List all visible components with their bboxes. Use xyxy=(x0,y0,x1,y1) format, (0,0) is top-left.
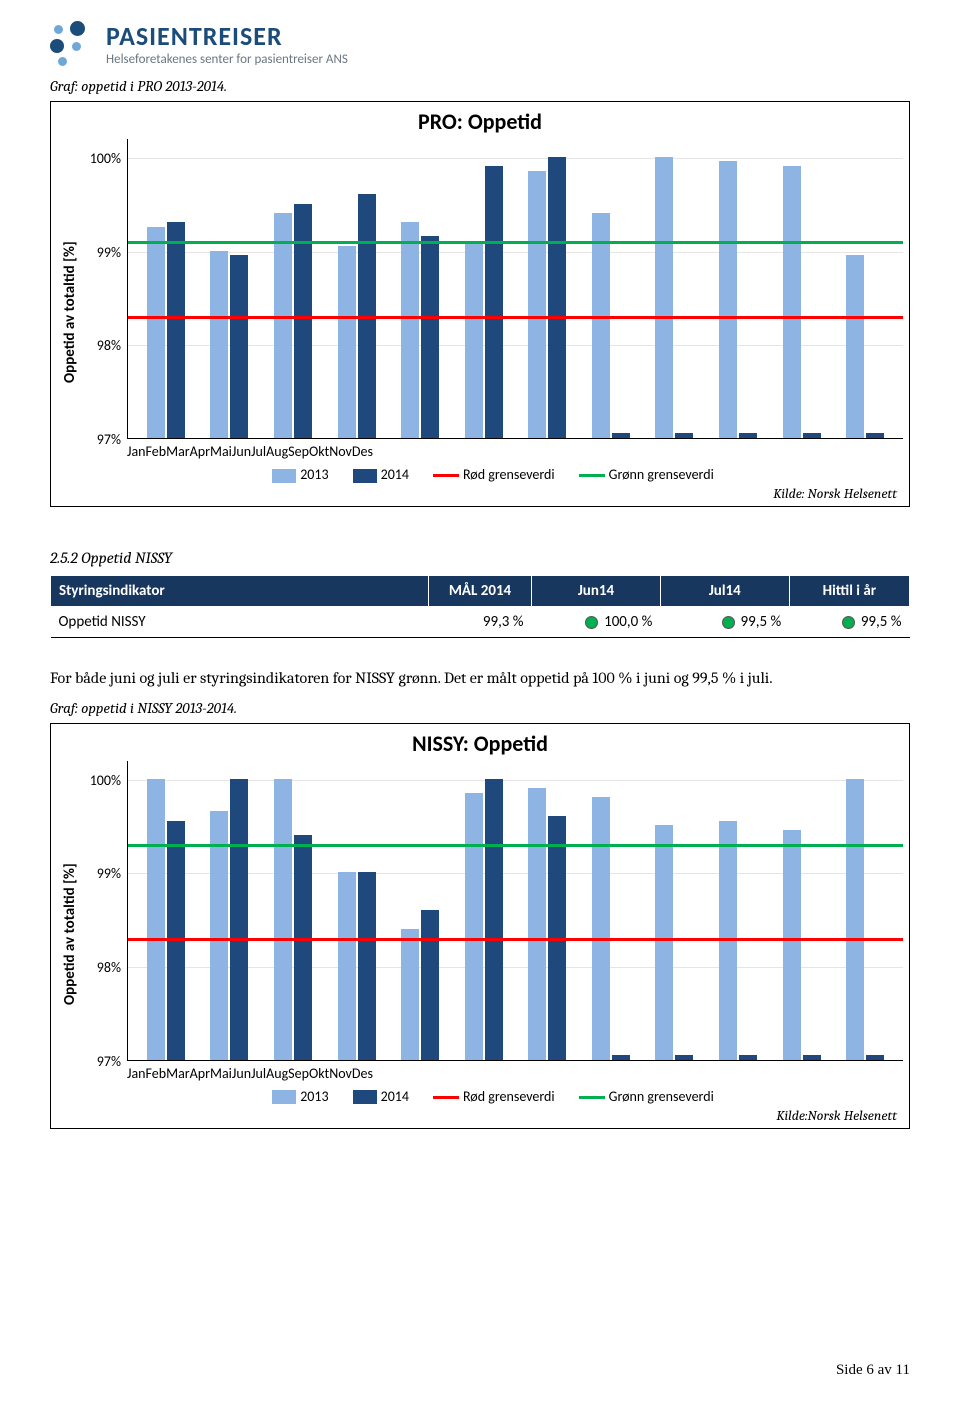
chart2-source: Kilde:Norsk Helsenett xyxy=(57,1107,903,1126)
chart1-legend: 2013 2014 Rød grenseverdi Grønn grenseve… xyxy=(83,460,903,485)
chart1-title: PRO: Oppetid xyxy=(57,108,903,135)
cell-jul: 99,5 % xyxy=(660,607,789,638)
th-jun: Jun14 xyxy=(532,576,661,607)
page-footer: Side 6 av 11 xyxy=(836,1362,910,1379)
cell-jun: 100,0 % xyxy=(532,607,661,638)
chart-nissy-oppetid: NISSY: Oppetid Oppetid av totaltid [%] 1… xyxy=(50,723,910,1129)
body-paragraph: For både juni og juli er styringsindikat… xyxy=(50,668,910,689)
legend-red: Rød grenseverdi xyxy=(463,1088,555,1105)
chart2-title: NISSY: Oppetid xyxy=(57,730,903,757)
status-dot-icon xyxy=(842,616,855,629)
th-hittil: Hittil i år xyxy=(789,576,909,607)
legend-2014: 2014 xyxy=(381,1088,409,1105)
chart1-caption: Graf: oppetid i PRO 2013-2014. xyxy=(50,77,910,95)
section-heading: 2.5.2 Oppetid NISSY xyxy=(50,549,910,567)
logo-title: PASIENTREISER xyxy=(106,20,348,52)
status-dot-icon xyxy=(585,616,598,629)
chart1-source: Kilde: Norsk Helsenett xyxy=(57,485,903,504)
legend-green: Grønn grenseverdi xyxy=(609,466,714,483)
chart1-plot-area xyxy=(127,139,903,439)
th-mal: MÅL 2014 xyxy=(428,576,531,607)
cell-hittil: 99,5 % xyxy=(789,607,909,638)
chart-pro-oppetid: PRO: Oppetid Oppetid av totaltid [%] 100… xyxy=(50,101,910,507)
cell-mal: 99,3 % xyxy=(428,607,531,638)
legend-green: Grønn grenseverdi xyxy=(609,1088,714,1105)
logo-dots-icon xyxy=(50,21,96,67)
chart2-ylabel: Oppetid av totaltid [%] xyxy=(57,761,83,1107)
legend-red: Rød grenseverdi xyxy=(463,466,555,483)
chart1-ylabel: Oppetid av totaltid [%] xyxy=(57,139,83,485)
row-label: Oppetid NISSY xyxy=(51,607,429,638)
chart2-caption: Graf: oppetid i NISSY 2013-2014. xyxy=(50,699,910,717)
th-jul: Jul14 xyxy=(660,576,789,607)
logo-subtitle: Helseforetakenes senter for pasientreise… xyxy=(106,52,348,67)
status-dot-icon xyxy=(722,616,735,629)
legend-2013: 2013 xyxy=(300,466,328,483)
legend-2014: 2014 xyxy=(381,466,409,483)
indicator-table: Styringsindikator MÅL 2014 Jun14 Jul14 H… xyxy=(50,575,910,638)
logo: PASIENTREISER Helseforetakenes senter fo… xyxy=(50,20,910,67)
chart2-plot-area xyxy=(127,761,903,1061)
legend-2013: 2013 xyxy=(300,1088,328,1105)
th-indicator: Styringsindikator xyxy=(51,576,429,607)
chart2-legend: 2013 2014 Rød grenseverdi Grønn grenseve… xyxy=(83,1082,903,1107)
table-row: Oppetid NISSY 99,3 % 100,0 % 99,5 % 99,5… xyxy=(51,607,910,638)
